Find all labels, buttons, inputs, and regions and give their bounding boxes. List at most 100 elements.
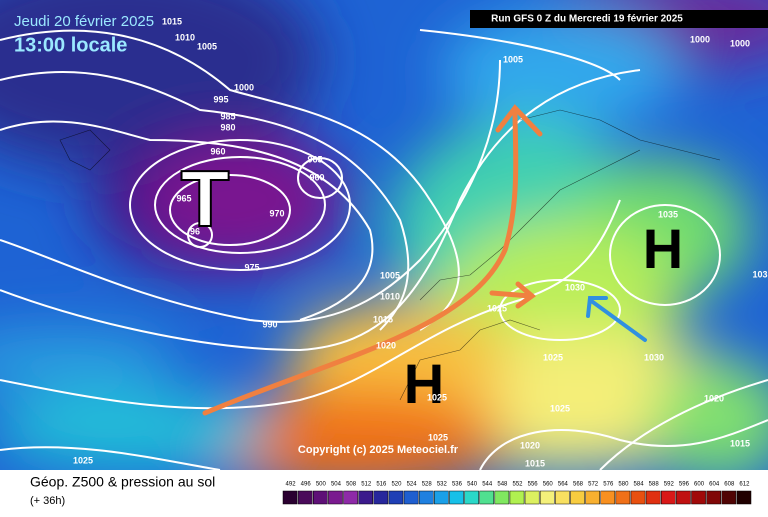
date: Jeudi 20 février 2025 — [14, 13, 154, 30]
isobar-label: 975 — [244, 262, 259, 272]
isobar-label: 1030 — [565, 282, 585, 292]
coastlines — [59, 109, 721, 401]
run-box — [470, 10, 768, 28]
high-center: H — [404, 352, 444, 415]
legend-label: 500 — [316, 482, 327, 488]
footer-title: Géop. Z500 & pression au sol — [30, 474, 215, 490]
legend-swatch — [328, 490, 343, 505]
isobar-label: 1015 — [373, 314, 393, 324]
isobar-label: 970 — [269, 208, 284, 218]
legend-swatch — [509, 490, 525, 505]
isobar-label: 1025 — [543, 352, 563, 362]
legend-swatch — [479, 490, 495, 505]
legend-label: 556 — [528, 482, 539, 488]
isobar-label: 1015 — [162, 16, 182, 26]
legend-label: 528 — [422, 482, 433, 488]
legend-swatch — [660, 490, 676, 505]
legend-label: 504 — [331, 482, 342, 488]
legend-label: 576 — [603, 482, 614, 488]
isobar-label: 960 — [210, 146, 225, 156]
low-center: T — [181, 154, 230, 243]
legend-label: 588 — [649, 482, 660, 488]
run-info: Run GFS 0 Z du Mercredi 19 février 2025 — [491, 14, 683, 25]
map-field: T H H 1015101010051000995985980960965960… — [0, 0, 768, 470]
isobar-label: 985 — [220, 111, 235, 121]
legend-label: 560 — [543, 482, 554, 488]
isobar-label: 965 — [176, 193, 191, 203]
legend-label: 524 — [407, 482, 418, 488]
legend-swatch — [373, 490, 389, 505]
legend-label: 564 — [558, 482, 569, 488]
isobar-label: 1000 — [690, 34, 710, 44]
isobar-label: 1015 — [525, 458, 545, 468]
isobar-label: 1010 — [380, 291, 400, 301]
legend-swatch — [343, 490, 358, 505]
legend-label: 516 — [376, 482, 387, 488]
isobar-label: 1020 — [376, 340, 396, 350]
legend-swatch — [721, 490, 737, 505]
isobar-label: 1005 — [380, 270, 400, 280]
legend-label: 612 — [739, 482, 750, 488]
legend-label: 512 — [361, 482, 372, 488]
legend-label: 540 — [467, 482, 478, 488]
isobar-label: 1025 — [428, 432, 448, 442]
legend-swatch — [464, 490, 479, 505]
legend-label: 568 — [573, 482, 584, 488]
isobar-label: 990 — [262, 319, 277, 329]
legend-label: 604 — [709, 482, 720, 488]
isobar-label: 1005 — [197, 41, 217, 51]
legend-label: 496 — [301, 482, 312, 488]
legend-label: 596 — [679, 482, 690, 488]
legend-label: 572 — [588, 482, 599, 488]
isobar-label: 1005 — [503, 54, 523, 64]
time: 13:00 locale — [14, 34, 127, 56]
legend-label: 532 — [437, 482, 448, 488]
legend-swatch — [539, 490, 555, 505]
legend-swatch — [585, 490, 600, 505]
isobar-label: 1025 — [487, 303, 507, 313]
isobar-label: 995 — [213, 94, 228, 104]
legend-swatch — [600, 490, 616, 505]
isobar-label: 1035 — [658, 209, 678, 219]
footer-lead: (+ 36h) — [30, 495, 65, 507]
legend-label: 544 — [482, 482, 493, 488]
isobar-label: 1000 — [234, 82, 254, 92]
copyright: Copyright (c) 2025 Meteociel.fr — [298, 444, 459, 456]
legend-swatch — [691, 490, 706, 505]
legend-swatch — [706, 490, 721, 505]
legend-swatch — [434, 490, 449, 505]
isobar-label: 1015 — [730, 438, 750, 448]
legend-swatch — [449, 490, 464, 505]
legend-label: 592 — [664, 482, 675, 488]
legend-label: 552 — [512, 482, 523, 488]
legend-swatch — [570, 490, 585, 505]
legend-label: 536 — [452, 482, 463, 488]
legend-label: 608 — [724, 482, 735, 488]
isobar-label: 1020 — [520, 440, 540, 450]
legend-swatch — [630, 490, 646, 505]
legend-swatch — [494, 490, 510, 505]
legend-swatch — [676, 490, 691, 505]
high-center: H — [643, 217, 683, 280]
isobar-label: 1025 — [427, 392, 447, 402]
legend-swatch — [282, 490, 298, 505]
isobar-label: 1020 — [704, 393, 724, 403]
legend-swatch — [524, 490, 540, 505]
legend-label: 584 — [634, 482, 645, 488]
legend-label: 508 — [346, 482, 357, 488]
isobars — [0, 29, 768, 470]
legend-swatch — [388, 490, 404, 505]
legend-swatch — [736, 490, 752, 505]
legend-label: 600 — [694, 482, 705, 488]
isobar-label: 1000 — [730, 38, 750, 48]
color-legend: 492 496 500 504 508 512 516 520 524 528 532 536 540 5… — [282, 482, 752, 505]
legend-label: 492 — [286, 482, 297, 488]
isobar-label: 960 — [309, 172, 324, 182]
legend-swatch — [555, 490, 570, 505]
legend-label: 520 — [391, 482, 402, 488]
legend-swatch — [403, 490, 419, 505]
flow-arrow-blue — [586, 296, 647, 342]
legend-swatch — [615, 490, 631, 505]
isobar-label: 96 — [190, 226, 200, 236]
